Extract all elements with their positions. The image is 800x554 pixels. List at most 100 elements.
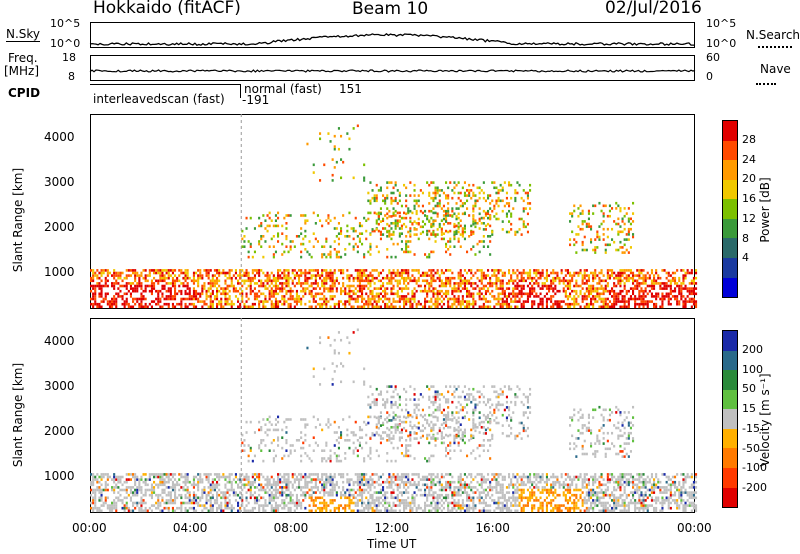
power-cell — [96, 276, 99, 280]
velocity-cell — [388, 475, 391, 479]
power-cell — [188, 302, 191, 306]
power-cell — [111, 297, 114, 301]
velocity-cell — [90, 480, 93, 484]
power-cell — [350, 274, 353, 277]
velocity-cell — [468, 493, 471, 497]
velocity-cell — [417, 488, 420, 492]
power-cell — [598, 297, 601, 301]
velocity-cell — [457, 504, 460, 507]
power-cell — [283, 271, 286, 275]
velocity-cell — [96, 478, 99, 481]
power-cell — [463, 276, 466, 280]
power-cell — [323, 282, 326, 285]
power-cell — [165, 271, 168, 275]
power-cell — [552, 271, 555, 275]
power-cell — [436, 269, 439, 272]
power-cell — [617, 204, 620, 208]
velocity-cell — [293, 478, 296, 481]
power-cell — [113, 295, 116, 298]
power-cell — [529, 271, 532, 275]
velocity-cell — [407, 496, 410, 500]
power-cell — [489, 276, 492, 280]
power-cell — [472, 282, 475, 285]
power-cell — [321, 284, 324, 288]
power-cell — [392, 300, 395, 303]
power-cell — [222, 287, 225, 290]
power-cell — [125, 269, 128, 272]
power-cell — [222, 271, 225, 275]
velocity-cell — [379, 491, 382, 494]
power-cell — [155, 289, 158, 293]
power-cell — [106, 274, 109, 277]
velocity-cell — [127, 509, 130, 513]
power-cell — [461, 232, 464, 235]
power-cell — [247, 279, 250, 283]
power-cell — [398, 305, 401, 309]
power-cell — [436, 271, 439, 275]
power-cell — [627, 207, 630, 210]
power-cell — [106, 302, 109, 306]
velocity-cell — [96, 473, 99, 476]
power-cell — [356, 274, 359, 277]
power-cell — [190, 302, 193, 306]
velocity-cell — [272, 480, 275, 484]
power-cell — [281, 295, 284, 298]
power-cell — [522, 287, 525, 290]
velocity-cell — [218, 483, 221, 487]
velocity-cell — [428, 493, 431, 497]
velocity-cell — [117, 480, 120, 484]
velocity-cell — [421, 509, 424, 513]
velocity-cell — [491, 473, 494, 476]
power-cell — [270, 295, 273, 298]
velocity-cell — [195, 499, 198, 502]
power-cell — [571, 302, 574, 306]
power-cell — [300, 300, 303, 303]
power-cell — [163, 276, 166, 280]
power-cell — [104, 295, 107, 298]
power-cell — [541, 305, 544, 309]
velocity-cell — [174, 486, 177, 489]
power-cell — [487, 274, 490, 277]
velocity-cell — [92, 475, 95, 479]
power-cell — [611, 269, 614, 272]
velocity-cell — [432, 480, 435, 484]
velocity-cell — [155, 501, 158, 505]
power-cell — [552, 289, 555, 293]
power-cell — [482, 297, 485, 301]
power-cell — [298, 279, 301, 283]
power-cell — [453, 297, 456, 301]
power-cell — [632, 271, 635, 275]
power-cell — [623, 207, 626, 210]
velocity-cell — [113, 504, 116, 507]
velocity-cell — [367, 509, 370, 513]
power-cell — [434, 211, 437, 215]
velocity-cell — [218, 478, 221, 481]
velocity-cell — [207, 480, 210, 484]
power-cell — [587, 287, 590, 290]
velocity-cell — [289, 506, 292, 510]
power-cell — [548, 287, 551, 290]
power-cell — [129, 282, 132, 285]
velocity-cell — [159, 501, 162, 505]
power-cell — [144, 269, 147, 272]
power-cell — [270, 271, 273, 275]
velocity-cell — [333, 509, 336, 513]
velocity-cell — [325, 504, 328, 507]
power-cell — [232, 284, 235, 288]
power-cell — [140, 287, 143, 290]
power-cell — [161, 305, 164, 309]
power-cell — [571, 279, 574, 283]
power-cell — [600, 297, 603, 301]
power-cell — [400, 289, 403, 293]
velocity-cell — [344, 496, 347, 500]
power-cell — [495, 191, 498, 195]
power-cell — [508, 269, 511, 272]
power-cell — [545, 271, 548, 275]
power-cell — [157, 295, 160, 298]
power-cell — [333, 305, 336, 309]
power-cell — [186, 287, 189, 290]
power-cell — [432, 274, 435, 277]
power-cell — [598, 295, 601, 298]
velocity-cell — [440, 483, 443, 487]
power-cell — [426, 274, 429, 277]
